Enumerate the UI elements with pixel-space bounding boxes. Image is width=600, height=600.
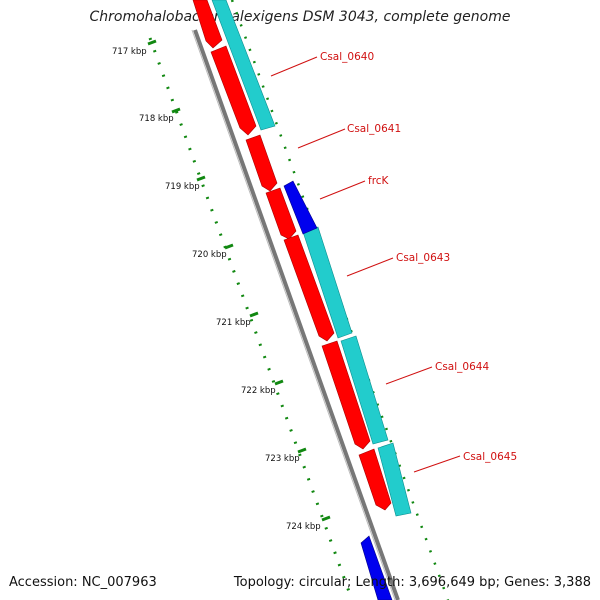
kbp-label-719: 719 kbp <box>165 182 200 192</box>
kbp-label-717: 717 kbp <box>112 47 147 57</box>
gene-0639[interactable] <box>192 0 223 49</box>
label-Csal_0643[interactable]: Csal_0643 <box>396 252 450 264</box>
orf-bar-3[interactable] <box>340 335 389 445</box>
leader-Csal_0644 <box>385 366 433 385</box>
leader-Csal_0645 <box>413 455 461 473</box>
leader-Csal_0641 <box>297 128 346 149</box>
leader-Csal_0640 <box>270 56 318 77</box>
accession-text: Accession: NC_007963 <box>9 575 157 590</box>
forward-genes <box>192 0 392 511</box>
label-Csal_0644[interactable]: Csal_0644 <box>435 361 489 373</box>
kbp-label-718: 718 kbp <box>139 114 174 124</box>
gene-Csal_0641[interactable] <box>245 134 278 192</box>
gene-Csal_0640[interactable] <box>210 45 257 136</box>
genome-backbone-inner <box>191 29 396 600</box>
gene-Csal_0643[interactable] <box>283 234 335 342</box>
label-Csal_0645[interactable]: Csal_0645 <box>463 451 517 463</box>
kbp-label-721: 721 kbp <box>216 318 251 328</box>
kbp-label-724: 724 kbp <box>286 522 321 532</box>
kbp-label-723: 723 kbp <box>265 454 300 464</box>
tick-719 <box>196 175 206 182</box>
tick-717 <box>147 39 157 46</box>
label-leaders <box>270 56 461 473</box>
gene-Csal_0644[interactable] <box>321 340 371 450</box>
tick-718 <box>171 107 181 114</box>
tick-723 <box>297 447 307 454</box>
genome-backbone <box>193 29 400 600</box>
gene-next-reverse[interactable] <box>360 535 393 600</box>
tick-724 <box>321 515 331 522</box>
tick-722 <box>274 379 284 386</box>
genome-stats-text: Topology: circular; Length: 3,696,649 bp… <box>233 575 591 590</box>
gene-frcK[interactable] <box>283 180 318 235</box>
gene-0642a[interactable] <box>265 187 297 240</box>
tick-721 <box>249 311 259 318</box>
leader-Csal_0643 <box>346 257 394 277</box>
leader-frcK <box>319 180 366 200</box>
kbp-label-720: 720 kbp <box>192 250 227 260</box>
orf-bar-4[interactable] <box>377 442 412 517</box>
reverse-genes <box>283 180 393 600</box>
orf-track <box>211 0 412 517</box>
label-Csal_0641[interactable]: Csal_0641 <box>347 123 401 135</box>
tick-720 <box>224 243 234 250</box>
kbp-label-722: 722 kbp <box>241 386 276 396</box>
label-Csal_0640[interactable]: Csal_0640 <box>320 51 374 63</box>
map-title: Chromohalobacter salexigens DSM 3043, co… <box>89 9 511 25</box>
kbp-ticks <box>147 39 331 522</box>
gene-Csal_0645[interactable] <box>358 448 392 511</box>
orf-bar-1[interactable] <box>211 0 276 131</box>
label-frcK[interactable]: frcK <box>368 175 390 187</box>
